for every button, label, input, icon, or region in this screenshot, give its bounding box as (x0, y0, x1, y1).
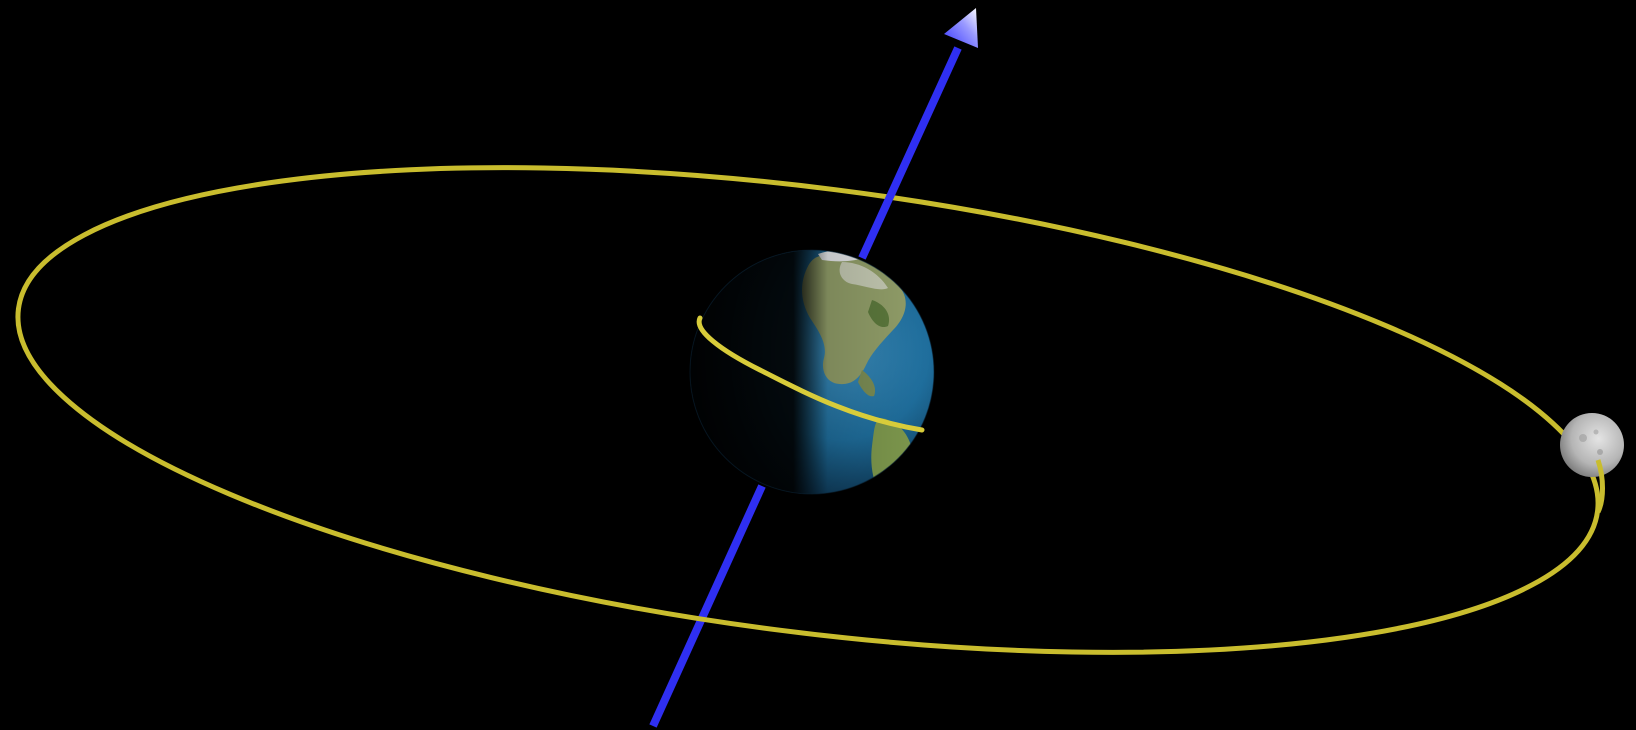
moon-icon (1560, 413, 1624, 477)
rotation-axis-lower (649, 484, 766, 728)
earth-globe-icon (689, 249, 935, 495)
arrow-up-icon (944, 8, 978, 48)
rotation-axis-upper (858, 46, 962, 260)
earth-orbit-crossing-ring (696, 315, 925, 433)
moon-orbit-front-segment (1595, 459, 1605, 514)
